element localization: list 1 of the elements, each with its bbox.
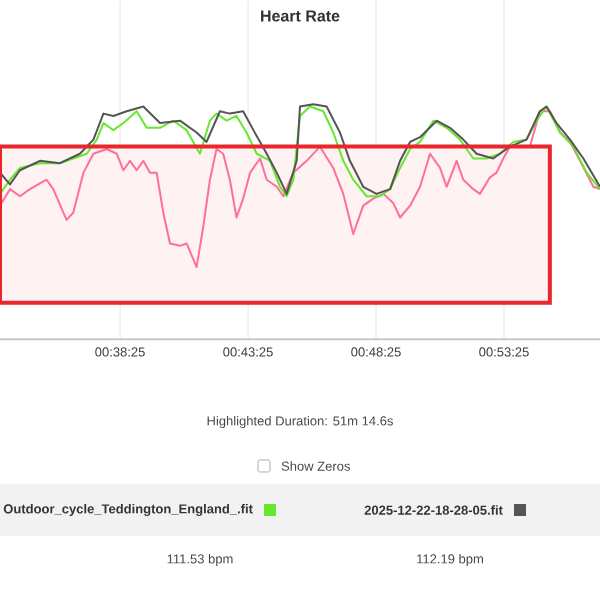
chart-title: Heart Rate <box>261 10 340 22</box>
